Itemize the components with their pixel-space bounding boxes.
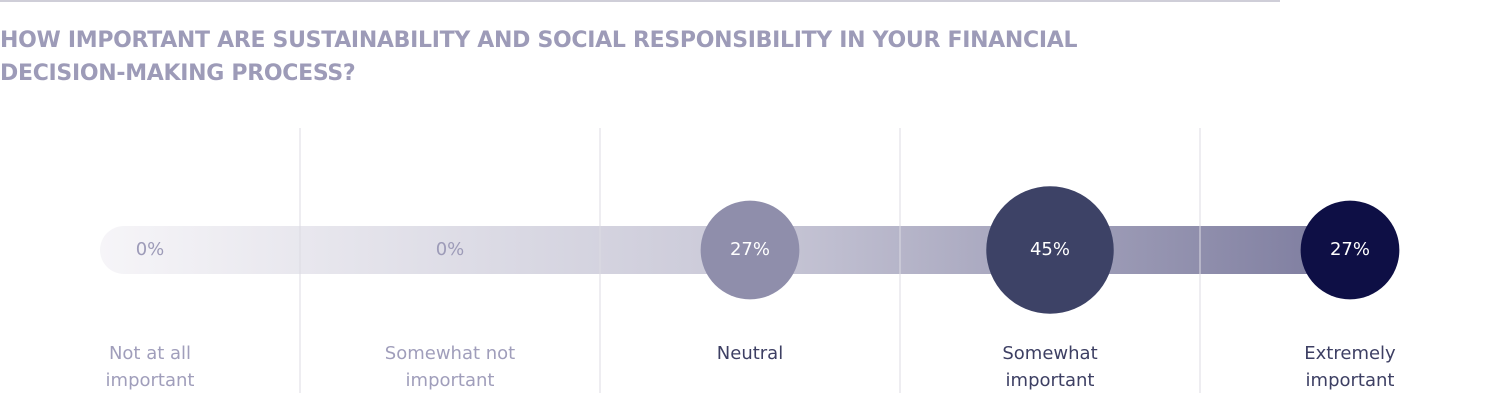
value-label: 45% <box>1030 239 1070 260</box>
value-label: 0% <box>136 239 165 260</box>
bubble <box>700 200 800 300</box>
category-label: Somewhat important <box>1002 343 1098 391</box>
value-label: 27% <box>730 239 770 260</box>
category-label: Not at all important <box>105 343 195 391</box>
chart-title: HOW IMPORTANT ARE SUSTAINABILITY AND SOC… <box>0 28 1078 86</box>
category-label: Somewhat not important <box>384 343 516 391</box>
value-label: 0% <box>436 239 465 260</box>
bubble <box>1300 200 1400 300</box>
category-label: Extremely important <box>1304 343 1396 391</box>
value-label: 27% <box>1330 239 1370 260</box>
category-label: Neutral <box>716 343 784 364</box>
bubble <box>986 186 1114 314</box>
